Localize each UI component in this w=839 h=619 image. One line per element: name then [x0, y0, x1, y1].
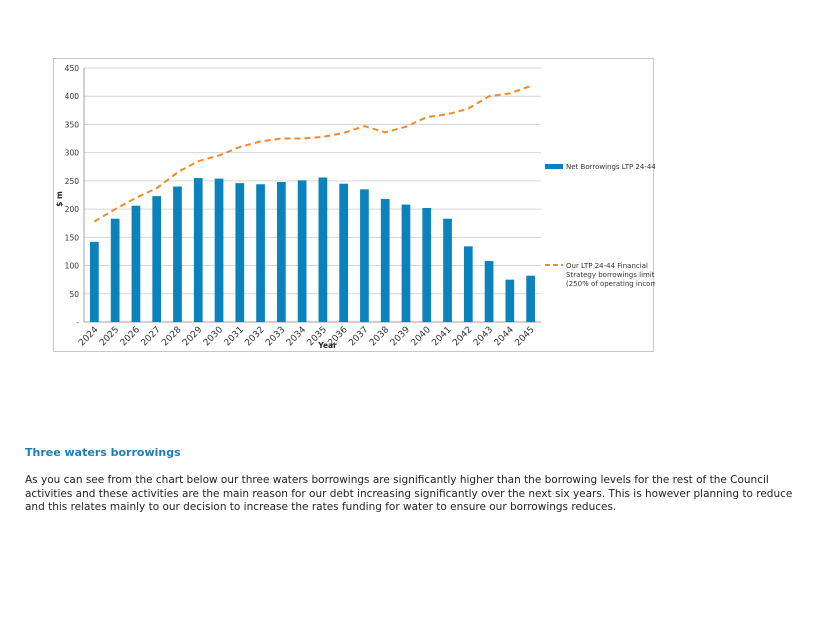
x-tick-label: 2033	[264, 325, 287, 348]
x-tick-label: 2040	[410, 325, 433, 348]
y-tick-label: 400	[65, 92, 80, 101]
bar-2028	[173, 186, 182, 322]
x-tick-label: 2028	[160, 325, 183, 348]
x-tick-label: 2044	[493, 325, 516, 348]
bar-2044	[505, 279, 515, 322]
y-tick-label: 450	[65, 64, 80, 73]
y-tick-label: 300	[65, 149, 80, 158]
y-tick-label: 350	[65, 120, 80, 129]
y-tick-label: 200	[65, 205, 80, 214]
legend-line-label: Strategy borrowings limit	[566, 271, 655, 279]
x-tick-label: 2034	[285, 325, 308, 348]
bar-2030	[214, 178, 224, 322]
body-paragraph: As you can see from the chart below our …	[25, 474, 793, 514]
bar-2035	[318, 177, 328, 322]
x-tick-label: 2030	[202, 325, 225, 348]
y-axis-title: $ m	[55, 191, 64, 207]
x-tick-label: 2039	[389, 325, 412, 348]
x-tick-label: 2025	[98, 325, 121, 348]
legend-bar-swatch	[545, 164, 563, 169]
x-tick-label: 2042	[451, 325, 474, 348]
bar-2031	[235, 183, 245, 322]
x-tick-label: 2027	[140, 325, 163, 348]
section-heading: Three waters borrowings	[25, 446, 181, 459]
bar-2041	[443, 218, 452, 322]
bar-2032	[256, 184, 265, 322]
borrowings-limit-line	[93, 85, 531, 223]
bar-2038	[380, 198, 390, 322]
legend-bar-label: Net Borrowings LTP 24-44	[566, 163, 655, 171]
bar-2034	[297, 180, 307, 322]
bar-2036	[339, 183, 349, 322]
bar-2040	[422, 207, 432, 322]
x-tick-label: 2038	[368, 325, 391, 348]
x-tick-label: 2041	[430, 325, 453, 348]
bar-2026	[131, 205, 141, 322]
bar-2024	[90, 241, 99, 322]
bar-2039	[401, 204, 411, 322]
y-tick-label: 100	[65, 262, 80, 271]
y-tick-label: 150	[65, 233, 80, 242]
x-tick-label: 2037	[347, 325, 370, 348]
x-tick-label: 2043	[472, 325, 495, 348]
bar-2043	[484, 261, 494, 322]
x-tick-label: 2024	[77, 325, 100, 348]
x-tick-label: 2032	[243, 325, 266, 348]
bar-2033	[276, 182, 286, 322]
bar-2037	[360, 189, 369, 322]
legend-line-label: Our LTP 24-44 Financial	[566, 262, 648, 270]
bar-2042	[463, 246, 473, 322]
bar-2045	[526, 275, 535, 322]
x-tick-label: 2045	[513, 325, 536, 348]
chart-frame: -50 100 150 200 250 300 350 400 450 2024 2025 2026 2…	[53, 58, 655, 352]
x-tick-label: 2026	[119, 325, 142, 348]
x-tick-label: 2031	[223, 325, 246, 348]
y-tick-label: 50	[69, 290, 79, 299]
bar-2027	[152, 196, 162, 322]
legend-line-label: (250% of operating income)	[566, 280, 655, 288]
y-tick-label: -	[76, 318, 79, 327]
x-axis-title: Year	[317, 341, 337, 350]
borrowings-chart: -501001502002503003504004502024202520262…	[55, 64, 655, 350]
x-tick-label: 2029	[181, 325, 204, 348]
y-tick-label: 250	[65, 177, 80, 186]
bar-2025	[110, 218, 120, 322]
bar-2029	[193, 178, 203, 322]
